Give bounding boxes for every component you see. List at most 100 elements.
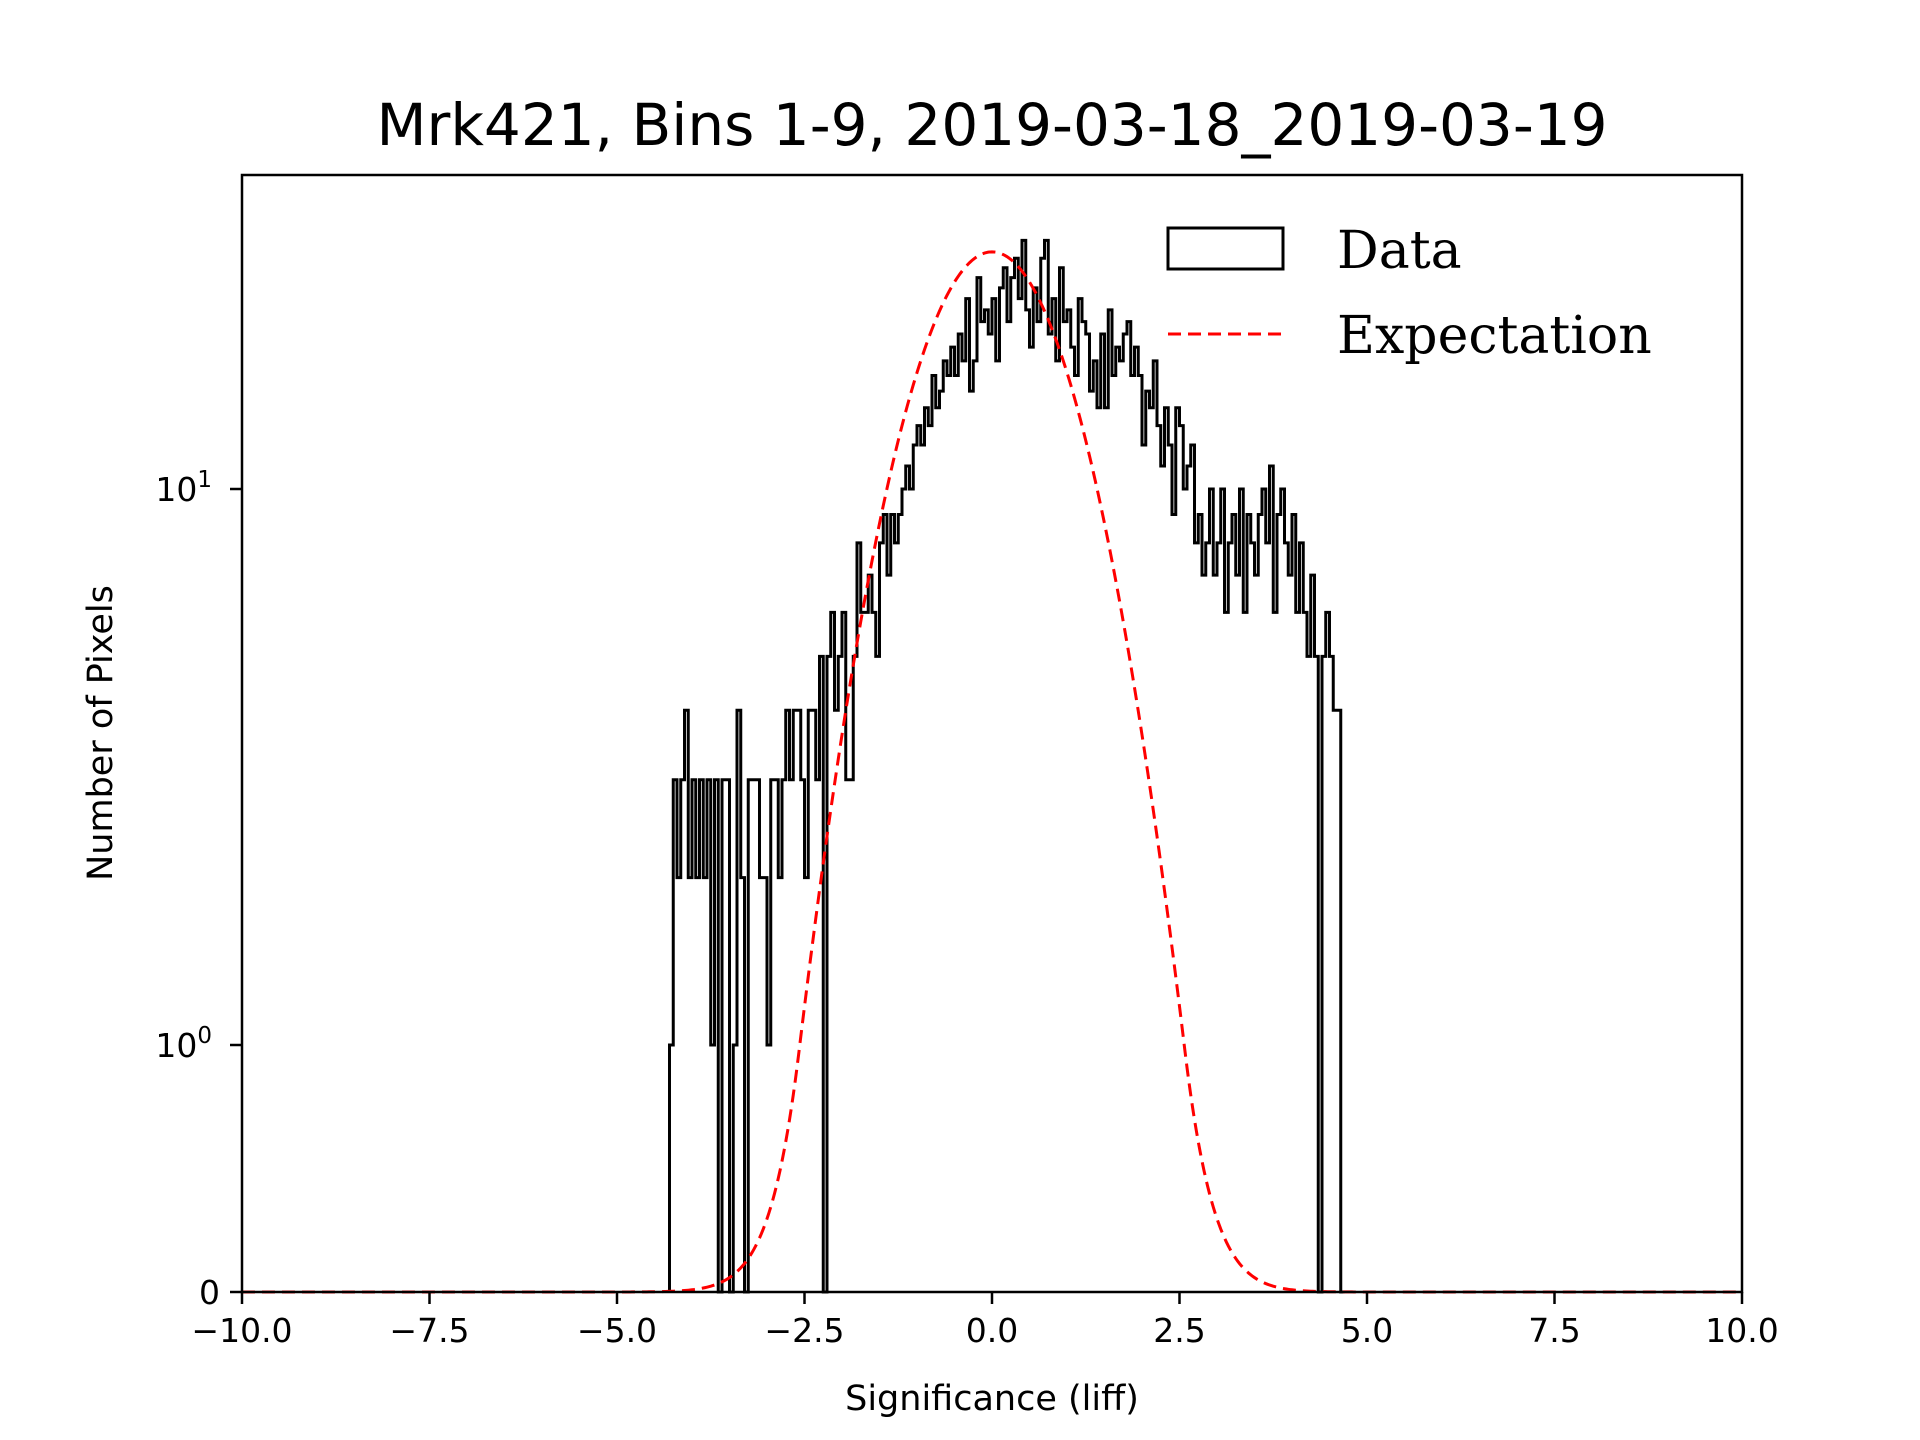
histogram-bin	[703, 878, 707, 1292]
histogram-bin	[1273, 612, 1277, 1292]
histogram-bin	[1138, 376, 1142, 1292]
histogram-bin	[1202, 575, 1206, 1292]
histogram-bin	[846, 780, 850, 1292]
histogram-bin	[752, 780, 756, 1292]
histogram-bin	[1217, 543, 1221, 1292]
histogram-bin	[1131, 376, 1135, 1292]
histogram-bin	[1086, 334, 1090, 1292]
histogram-bin	[1078, 299, 1082, 1292]
x-tick-label: 5.0	[1341, 1311, 1393, 1350]
legend-expectation-label: Expectation	[1337, 306, 1652, 366]
x-tick-label: 10.0	[1705, 1311, 1778, 1350]
histogram-bin	[906, 466, 910, 1292]
histogram-bin	[913, 445, 917, 1292]
histogram-bin	[1003, 268, 1007, 1292]
histogram-bin	[1097, 408, 1101, 1292]
histogram-bin	[921, 445, 925, 1292]
histogram-bin	[1090, 391, 1094, 1292]
histogram-bin	[1168, 445, 1172, 1292]
histogram-bin	[1225, 612, 1229, 1292]
histogram-bin	[936, 408, 940, 1292]
histogram-bin	[988, 334, 992, 1292]
histogram-bin	[1210, 489, 1214, 1292]
histogram-bin	[1281, 489, 1285, 1292]
histogram-bin	[778, 878, 782, 1292]
histogram-bin	[850, 780, 854, 1292]
y-tick-label: 101	[155, 467, 212, 509]
histogram-bin	[1030, 347, 1034, 1292]
histogram-bin	[1236, 575, 1240, 1292]
histogram-bin	[940, 391, 944, 1292]
histogram-bin	[835, 710, 839, 1292]
x-axis: −10.0 −7.5 −5.0 −2.5 0.0 2.5 5.0 7.5 10.0	[191, 1292, 1779, 1350]
histogram-bin	[1127, 322, 1131, 1292]
histogram-bin	[891, 514, 895, 1292]
histogram-bin	[955, 376, 959, 1292]
histogram-bin	[1243, 612, 1247, 1292]
histogram-bin	[887, 575, 891, 1292]
histogram-bin	[1060, 268, 1064, 1292]
histogram-bin	[861, 612, 865, 1292]
histogram-bin	[977, 278, 981, 1292]
histogram-bin	[1296, 612, 1300, 1292]
histogram-bin	[677, 878, 681, 1292]
histogram-bin	[1187, 466, 1191, 1292]
histogram-bin	[816, 780, 820, 1292]
y-tick-base: 10	[155, 470, 197, 509]
y-axis-label: Number of Pixels	[81, 585, 121, 881]
histogram-bin	[868, 575, 872, 1292]
histogram-bin	[1045, 240, 1049, 1292]
histogram-bin	[1255, 575, 1259, 1292]
histogram-bin	[985, 310, 989, 1292]
histogram-bin	[1007, 322, 1011, 1292]
histogram-bin	[696, 878, 700, 1292]
x-axis-label: Significance (liff)	[845, 1379, 1139, 1419]
x-tick-label: −7.5	[389, 1311, 469, 1350]
y-tick-exponent: 1	[197, 467, 212, 493]
histogram-outline	[668, 238, 1345, 1294]
histogram-bin	[1285, 543, 1289, 1292]
histogram-bin	[876, 656, 880, 1292]
histogram-bin	[970, 391, 974, 1292]
histogram-bin	[1142, 445, 1146, 1292]
histogram-bin	[1037, 322, 1041, 1292]
histogram-bin	[1135, 347, 1139, 1292]
histogram-bin	[872, 612, 876, 1292]
y-tick-label: 100	[155, 1023, 212, 1065]
histogram-bin	[1307, 656, 1311, 1292]
plot-area	[242, 238, 1742, 1294]
histogram-bin	[932, 376, 936, 1292]
histogram-bin	[790, 780, 794, 1292]
histogram-bin	[1123, 334, 1127, 1292]
histogram-bin	[1311, 575, 1315, 1292]
y-tick-base: 10	[155, 1026, 197, 1065]
histogram-bin	[1198, 514, 1202, 1292]
histogram-bin	[1213, 575, 1217, 1292]
histogram-bin	[767, 1045, 771, 1292]
histogram-bin	[1026, 310, 1030, 1292]
histogram-bin	[973, 361, 977, 1292]
histogram-bin	[928, 426, 932, 1292]
x-tick-label: −10.0	[191, 1311, 292, 1350]
histogram-bin	[1041, 258, 1045, 1292]
histogram-bin	[711, 1045, 715, 1292]
histogram-bin	[910, 489, 914, 1292]
histogram-bin	[981, 322, 985, 1292]
legend-data-label: Data	[1337, 221, 1462, 281]
histogram-bin	[1101, 334, 1105, 1292]
histogram-bin	[1277, 514, 1281, 1292]
histogram-bin	[797, 710, 801, 1292]
histogram-bin	[996, 361, 1000, 1292]
histogram-bin	[962, 361, 966, 1292]
histogram-bin	[895, 543, 899, 1292]
histogram-bin	[1067, 310, 1071, 1292]
histogram-bin	[951, 347, 955, 1292]
histogram-bin	[1033, 288, 1037, 1292]
histogram-bin	[1157, 426, 1161, 1292]
histogram-bin	[1063, 322, 1067, 1292]
histogram-bin	[898, 514, 902, 1292]
histogram-bin	[1266, 543, 1270, 1292]
histogram-bin	[1048, 334, 1052, 1292]
histogram-bin	[1247, 514, 1251, 1292]
